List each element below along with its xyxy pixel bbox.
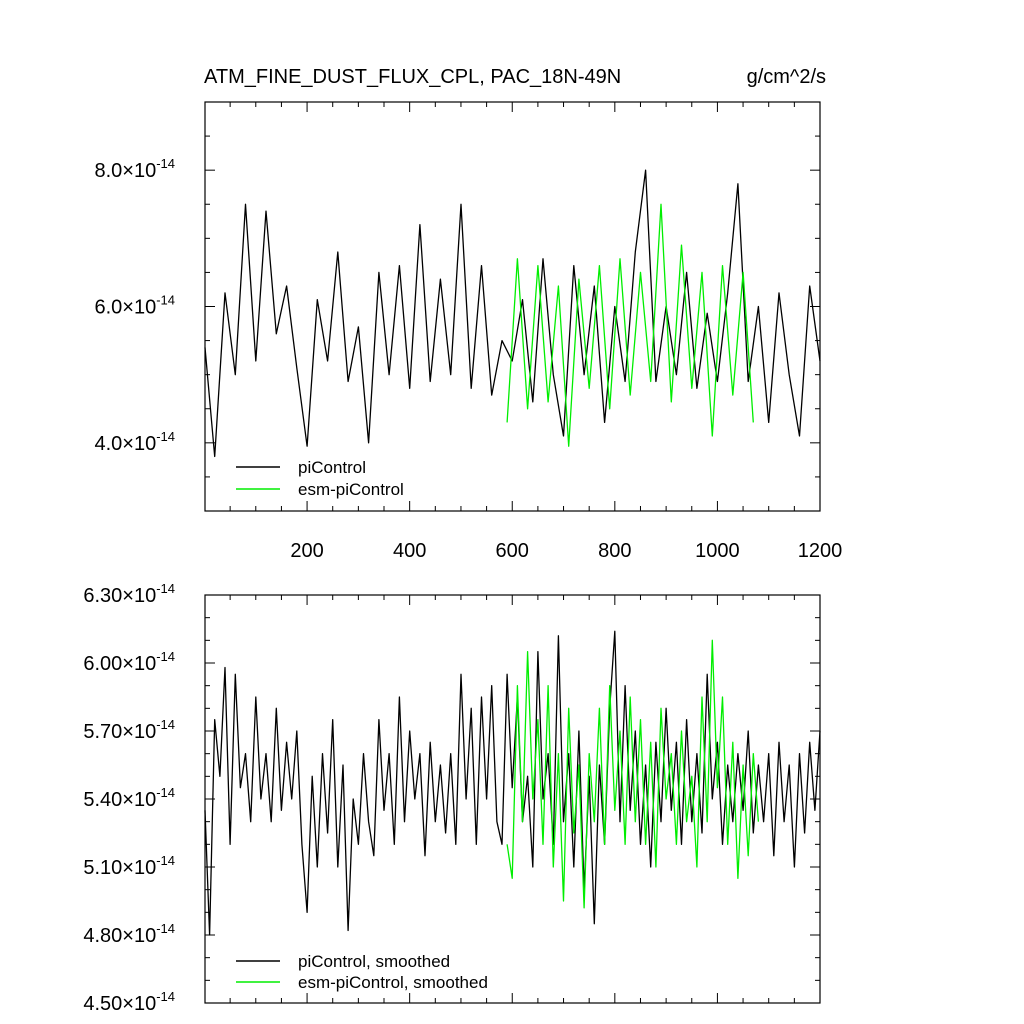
x-tick-label: 600 <box>496 540 529 562</box>
y-tick-label: 5.40×10-14 <box>83 785 175 811</box>
plot-frame <box>204 594 821 1004</box>
x-tick-label: 1000 <box>695 540 740 562</box>
y-tick-label: 5.70×10-14 <box>83 717 175 743</box>
x-tick-label: 800 <box>598 540 631 562</box>
series-line-picontrol <box>204 169 821 458</box>
y-tick-label: 4.80×10-14 <box>83 921 175 947</box>
y-tick-label: 8.0×10-14 <box>94 156 175 182</box>
series-line-picontrol-smoothed <box>204 630 821 936</box>
top-panel: 200 400 600 800 1000 1200 4.0×10-14 6.0×10-14 8.… <box>94 101 843 562</box>
chart-title: ATM_FINE_DUST_FLUX_CPL, PAC_18N-49N <box>204 66 621 88</box>
legend-label: esm-piControl, smoothed <box>298 973 488 992</box>
legend-label: esm-piControl <box>298 480 404 499</box>
legend-label: piControl, smoothed <box>298 952 450 971</box>
series-line-esm-picontrol-smoothed <box>506 639 760 909</box>
x-tick-label: 200 <box>290 540 323 562</box>
y-tick-label: 4.50×10-14 <box>83 989 175 1015</box>
y-tick-label: 6.00×10-14 <box>83 649 175 675</box>
units-label: g/cm^2/s <box>747 66 826 88</box>
series-line-esm-picontrol <box>506 203 754 447</box>
y-tick-label: 6.0×10-14 <box>94 293 175 319</box>
x-tick-label: 400 <box>393 540 426 562</box>
y-tick-label: 6.30×10-14 <box>83 581 175 607</box>
legend-label: piControl <box>298 458 366 477</box>
x-tick-label: 1200 <box>798 540 843 562</box>
plot-frame <box>204 101 821 512</box>
y-tick-label: 5.10×10-14 <box>83 853 175 879</box>
y-tick-label: 4.0×10-14 <box>94 429 175 455</box>
bottom-panel: 4.50×10-14 4.80×10-14 5.10×10-14 5.40×10-14… <box>83 581 821 1015</box>
